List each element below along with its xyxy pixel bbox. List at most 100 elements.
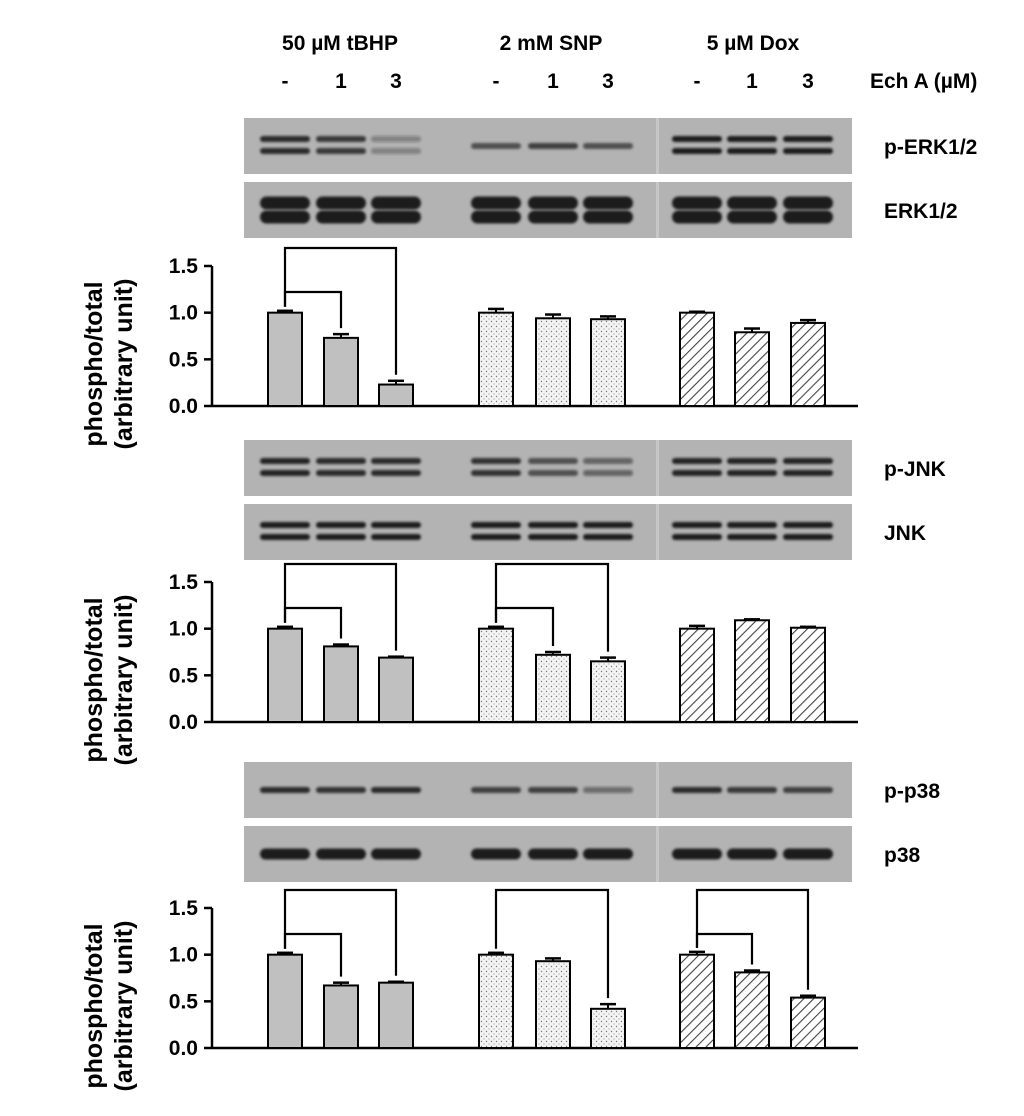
y-tick-label: 1.5 xyxy=(169,255,199,278)
band xyxy=(316,470,366,476)
treatment-label-snp: 2 mM SNP xyxy=(500,32,603,55)
bar-snp xyxy=(590,318,626,408)
band xyxy=(783,148,833,154)
band xyxy=(260,148,310,154)
band xyxy=(471,848,521,860)
band xyxy=(471,534,521,540)
band xyxy=(583,196,633,210)
band xyxy=(471,787,521,793)
band xyxy=(672,210,722,224)
blot-phospho-p38: p-p38 xyxy=(244,762,940,818)
blot-background xyxy=(244,440,852,496)
band xyxy=(672,470,722,476)
blot-background xyxy=(244,182,852,238)
blot-label: p38 xyxy=(884,844,921,867)
band xyxy=(672,848,722,860)
y-tick-label: 1.0 xyxy=(169,944,198,967)
band xyxy=(672,196,722,210)
band xyxy=(316,534,366,540)
dose-label: 1 xyxy=(335,70,347,93)
significance-bracket xyxy=(494,562,610,652)
panel-JNK: p-JNK JNK 1.5 1.0 0.5 0.0 phospho/total (arbitr… xyxy=(80,440,946,765)
y-tick-label: 0.0 xyxy=(169,711,198,734)
band xyxy=(316,148,366,154)
bar-snp xyxy=(535,653,571,723)
dose-label: - xyxy=(493,70,500,93)
band xyxy=(727,148,777,154)
band xyxy=(783,196,833,210)
dose-label: 1 xyxy=(547,70,559,93)
axes-JNK: 1.5 1.0 0.5 0.0 phospho/total (arbitrary unit… xyxy=(80,571,858,765)
bar-snp xyxy=(478,311,514,407)
band xyxy=(471,470,521,476)
band xyxy=(316,458,366,464)
blot-divider xyxy=(656,182,659,238)
band xyxy=(316,787,366,793)
band xyxy=(471,143,521,149)
band xyxy=(583,787,633,793)
band xyxy=(371,522,421,528)
band xyxy=(371,136,421,142)
blot-divider xyxy=(656,118,659,174)
y-tick-label: 1.5 xyxy=(169,571,199,594)
blot-background xyxy=(244,504,852,560)
band xyxy=(727,196,777,210)
bar-tbhp xyxy=(323,645,359,724)
band xyxy=(727,210,777,224)
band xyxy=(783,534,833,540)
bar-snp xyxy=(535,960,571,1050)
bar-snp xyxy=(478,953,514,1050)
band xyxy=(727,470,777,476)
band xyxy=(583,522,633,528)
blot-total-ERK: ERK1/2 xyxy=(244,182,958,238)
band xyxy=(371,196,421,210)
blot-divider xyxy=(656,504,659,560)
band xyxy=(260,458,310,464)
dose-label: 3 xyxy=(802,70,814,93)
band xyxy=(260,848,310,860)
band xyxy=(260,787,310,793)
y-tick-label: 0.5 xyxy=(169,664,199,687)
bar-dox xyxy=(679,627,715,724)
significance-bracket xyxy=(283,562,398,651)
significance-bracket xyxy=(283,888,398,976)
band xyxy=(471,522,521,528)
band xyxy=(528,210,578,224)
band xyxy=(672,787,722,793)
significance-bracket xyxy=(283,246,398,375)
y-tick-label: 0.5 xyxy=(169,990,199,1013)
significance-bracket xyxy=(494,888,610,999)
band xyxy=(727,522,777,528)
band xyxy=(672,458,722,464)
treatment-label-dox: 5 µM Dox xyxy=(707,32,800,55)
band xyxy=(583,470,633,476)
blot-phospho-JNK: p-JNK xyxy=(244,440,946,496)
band xyxy=(316,848,366,860)
band xyxy=(260,136,310,142)
dose-label: 3 xyxy=(390,70,402,93)
band xyxy=(371,470,421,476)
bar-tbhp xyxy=(378,981,414,1050)
bar-tbhp xyxy=(267,953,303,1050)
y-tick-label: 0.0 xyxy=(169,1037,198,1060)
band xyxy=(583,210,633,224)
significance-bracket xyxy=(695,888,810,990)
bar-tbhp xyxy=(323,336,359,407)
y-axis-label: phospho/total xyxy=(80,597,108,762)
blot-label: p-ERK1/2 xyxy=(884,136,977,159)
band xyxy=(371,848,421,860)
dose-label: - xyxy=(282,70,289,93)
blot-phospho-ERK: p-ERK1/2 xyxy=(244,118,977,174)
band xyxy=(371,787,421,793)
band xyxy=(260,534,310,540)
band xyxy=(260,196,310,210)
bar-dox xyxy=(679,311,715,407)
bar-tbhp xyxy=(267,627,303,724)
band xyxy=(672,522,722,528)
y-tick-label: 1.5 xyxy=(169,897,199,920)
bar-dox xyxy=(734,619,770,723)
band xyxy=(727,787,777,793)
band xyxy=(316,210,366,224)
blot-divider xyxy=(656,826,659,882)
dose-label: - xyxy=(694,70,701,93)
